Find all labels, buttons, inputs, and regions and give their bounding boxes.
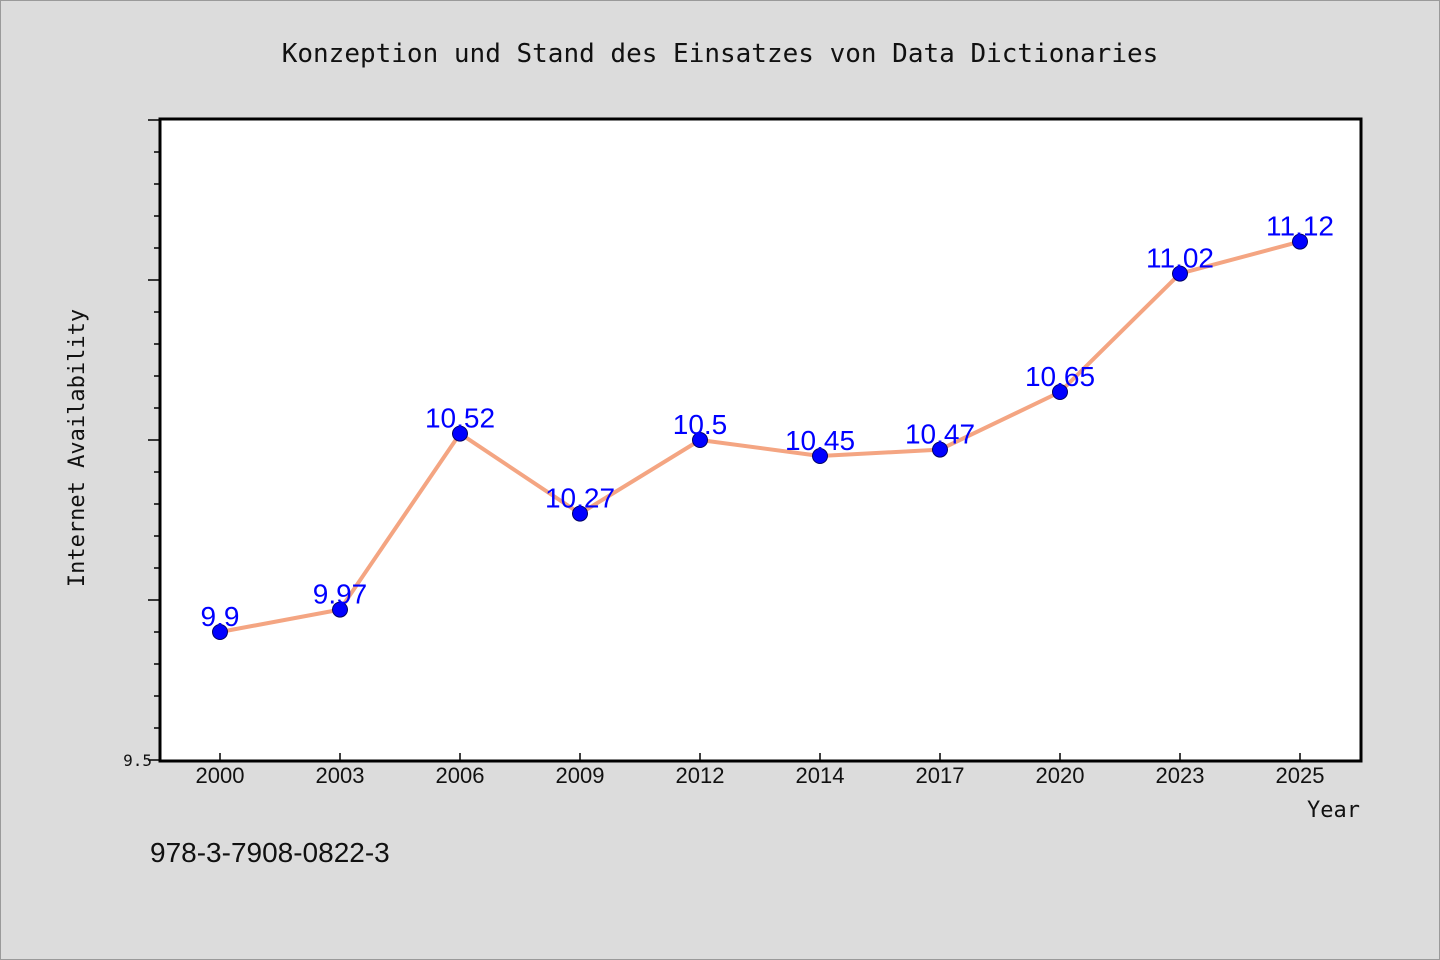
data-label: 9.97: [313, 579, 368, 610]
x-tick-label: 2006: [436, 763, 485, 788]
data-point: [572, 505, 588, 522]
data-point: [212, 624, 228, 640]
chart-title: Konzeption und Stand des Einsatzes von D…: [282, 39, 1159, 69]
y-tick-label: 9.5: [123, 751, 152, 770]
data-label: 10.5: [673, 409, 728, 440]
x-tick-label: 2023: [1156, 763, 1205, 788]
data-label: 10.52: [425, 403, 495, 434]
x-tick-label: 2012: [676, 763, 725, 788]
data-point: [932, 441, 948, 458]
data-label: 10.27: [545, 483, 615, 514]
data-point: [1292, 233, 1308, 250]
plot-area: [158, 117, 1363, 763]
data-labels: 9.9 9.97 10.52 10.27 10.5 10.45 10.47 10.65 11.0…: [201, 211, 1334, 632]
data-label: 11.02: [1146, 243, 1214, 274]
data-markers: [212, 233, 1308, 640]
data-label: 10.65: [1025, 361, 1095, 392]
data-point: [332, 601, 348, 618]
data-point: [1052, 384, 1068, 400]
y-axis-label: Internet Availability: [65, 309, 90, 587]
x-tick-label: 2003: [316, 763, 365, 788]
data-point: [812, 448, 828, 464]
y-axis-ticks: [148, 119, 160, 761]
data-label: 11.12: [1266, 211, 1334, 242]
data-label: 10.45: [785, 425, 855, 456]
x-tick-label: 2017: [916, 763, 965, 788]
x-tick-label: 2000: [196, 763, 245, 788]
data-point: [1172, 265, 1188, 282]
series-line: [219, 239, 1301, 634]
data-point: [692, 432, 708, 448]
x-axis-ticks: 2000 2003 2006 2009 2012 2014 2017 2020 2023 2025: [196, 753, 1325, 788]
x-tick-label: 2014: [796, 763, 845, 788]
data-label: 10.47: [905, 419, 975, 450]
x-tick-label: 2009: [556, 763, 605, 788]
isbn-text: 978-3-7908-0822-3: [150, 837, 390, 868]
x-tick-label: 2020: [1036, 763, 1085, 788]
x-tick-label: 2025: [1276, 763, 1325, 788]
data-label: 9.9: [201, 601, 240, 632]
data-point: [452, 425, 468, 442]
x-axis-label: Year: [1307, 798, 1360, 823]
